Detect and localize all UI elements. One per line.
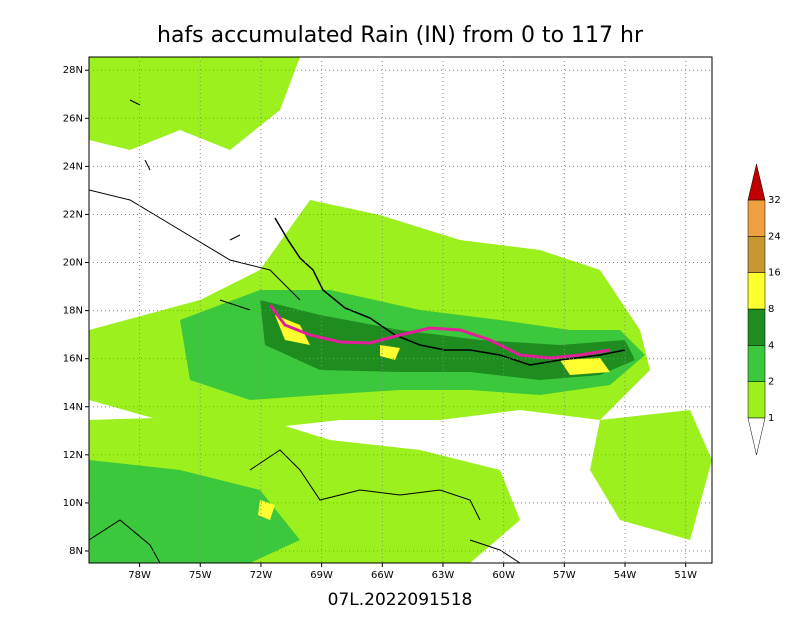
y-tick-label: 10N — [63, 498, 83, 509]
rain-area — [258, 315, 610, 520]
coastline — [89, 99, 521, 563]
colorbar-band — [747, 308, 766, 346]
storm-track — [274, 217, 626, 366]
colorbar-band — [747, 199, 766, 237]
colorbar-label: 1 — [768, 413, 774, 424]
y-tick-label: 28N — [63, 65, 83, 76]
x-tick-label: 72W — [250, 570, 273, 581]
rain-area — [89, 460, 300, 563]
rain-area — [89, 57, 300, 150]
colorbar-label: 24 — [768, 231, 781, 242]
colorbar-top-arrow — [747, 163, 766, 201]
x-tick-label: 57W — [553, 570, 576, 581]
x-tick-label: 66W — [371, 570, 394, 581]
y-tick-label: 16N — [63, 354, 83, 365]
y-tick-label: 22N — [63, 209, 83, 220]
colorbar-band — [747, 381, 766, 419]
x-tick-label: 78W — [128, 570, 151, 581]
y-tick-label: 26N — [63, 113, 83, 124]
y-tick-label: 14N — [63, 402, 83, 413]
y-tick-label: 8N — [69, 546, 83, 557]
rain-field — [89, 57, 712, 563]
colorbar-label: 16 — [768, 268, 781, 279]
footer: 07L.2022091518 — [328, 590, 473, 610]
x-tick-label: 60W — [492, 570, 515, 581]
colorbar-label: 4 — [768, 340, 774, 351]
x-tick-label: 51W — [674, 570, 697, 581]
colorbar-label: 8 — [768, 304, 774, 315]
forecast-track — [268, 304, 611, 360]
x-tick-label: 75W — [189, 570, 212, 581]
colorbar-band — [747, 272, 766, 310]
x-tick-label: 63W — [432, 570, 455, 581]
rain-area — [260, 300, 635, 380]
y-tick-label: 12N — [63, 450, 83, 461]
colorbar-band — [747, 236, 766, 273]
colorbar-bottom-arrow — [747, 417, 766, 456]
rain-area — [590, 410, 712, 540]
colorbar-label: 32 — [768, 195, 781, 206]
y-tick-label: 18N — [63, 306, 83, 317]
y-tick-label: 24N — [63, 161, 83, 172]
map-frame — [88, 56, 713, 564]
colorbar-band — [747, 345, 766, 382]
y-tick-label: 20N — [63, 258, 83, 269]
x-tick-label: 54W — [614, 570, 637, 581]
colorbar-label: 2 — [768, 377, 774, 388]
x-tick-label: 69W — [310, 570, 333, 581]
title: hafs accumulated Rain (IN) from 0 to 117… — [157, 23, 644, 48]
